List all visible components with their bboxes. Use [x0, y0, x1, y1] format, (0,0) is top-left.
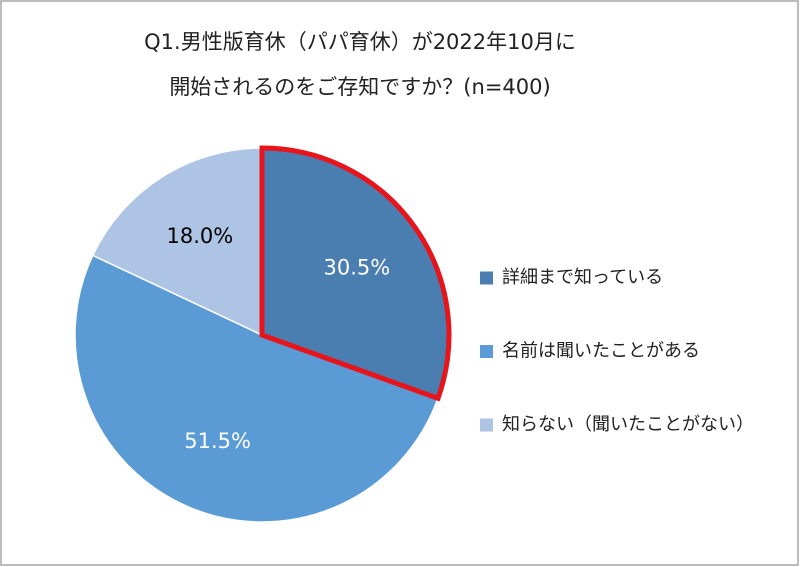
pie-slice — [74, 254, 439, 523]
pie — [74, 145, 452, 523]
value-label: 30.5% — [323, 255, 390, 279]
labels: 30.5% 51.5% 18.0% — [167, 224, 391, 453]
legend-label: 詳細まで知っている — [502, 267, 663, 288]
highlight-outline — [259, 145, 452, 402]
legend-label: 知らない（聞いたことがない） — [502, 414, 754, 435]
legend-swatch — [480, 345, 493, 358]
pie-slice — [91, 147, 263, 337]
chart-title: Q1.男性版育休（パパ育休）が2022年10月に — [144, 30, 576, 54]
chart-title: 開始されるのをご存知ですか？(n=400) — [169, 75, 550, 99]
value-label: 18.0% — [167, 224, 234, 248]
value-label: 51.5% — [184, 429, 251, 453]
legend-swatch — [480, 418, 493, 432]
legend-label: 名前は聞いたことがある — [502, 341, 700, 362]
legend-swatch — [480, 271, 493, 285]
